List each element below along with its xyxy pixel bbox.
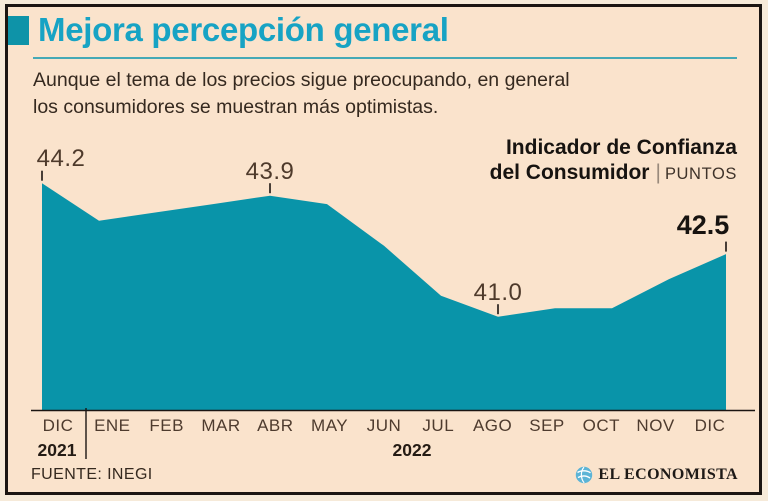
- source-label: FUENTE: INEGI: [31, 466, 153, 483]
- year-label-2022: 2022: [392, 440, 432, 460]
- el-economista-logo: EL ECONOMISTA: [575, 466, 738, 484]
- area-series: [42, 183, 726, 411]
- page-title: Mejora percepción general: [38, 11, 449, 48]
- indicator-name-line-2: del Consumidor | PUNTOS: [490, 160, 737, 187]
- globe-icon: [576, 466, 593, 484]
- point-ticks: [41, 170, 727, 315]
- indicator-heading: Indicador de Confianza del Consumidor | PU…: [490, 135, 737, 187]
- subtitle: Aunque el tema de los precios sigue preo…: [33, 67, 570, 121]
- subtitle-line-1: Aunque el tema de los precios sigue preo…: [33, 69, 570, 91]
- year-label-2021: 2021: [37, 440, 77, 460]
- indicator-separator: |: [655, 161, 661, 184]
- brand-name: EL ECONOMISTA: [598, 466, 738, 483]
- indicator-name-line-2-text: del Consumidor: [489, 161, 650, 184]
- title-underline: [33, 57, 737, 59]
- indicator-unit: PUNTOS: [664, 165, 737, 183]
- indicator-name-line-1: Indicador de Confianza: [505, 136, 737, 159]
- title-bullet: [8, 16, 29, 45]
- subtitle-line-2: los consumidores se muestran más optimis…: [33, 96, 439, 118]
